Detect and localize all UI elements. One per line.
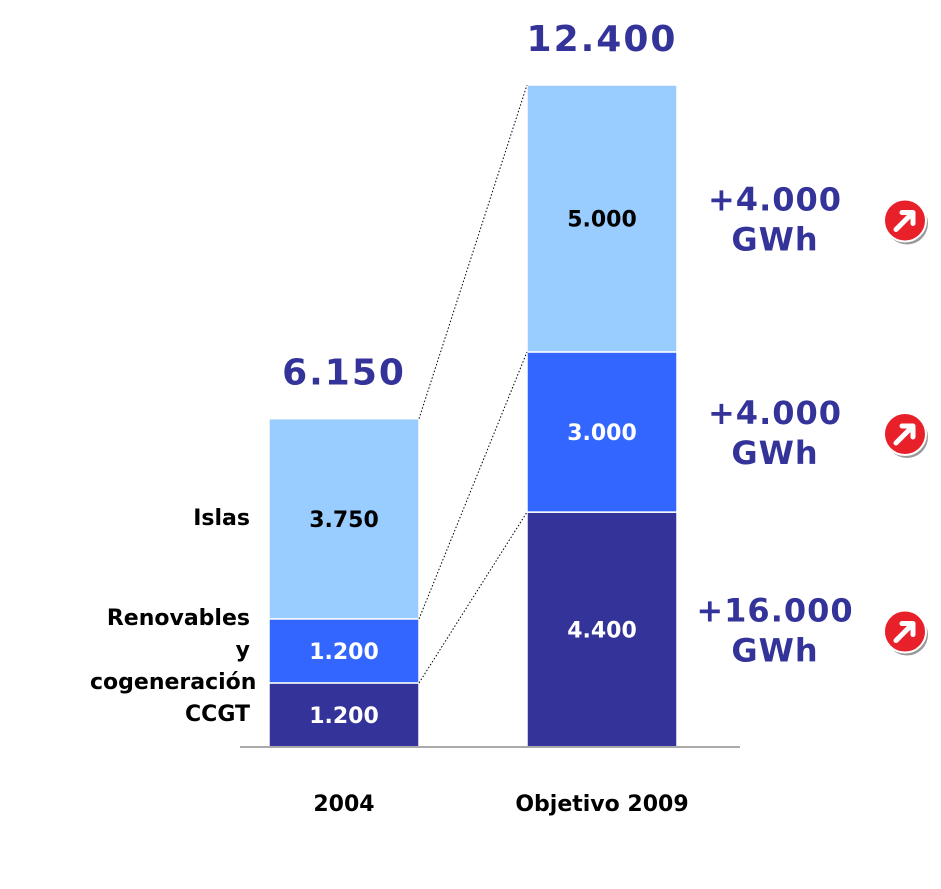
- data-label: 1.200: [309, 704, 379, 729]
- annotation: +4.000 GWh: [708, 180, 842, 258]
- x-tick-label: Objetivo 2009: [515, 792, 688, 817]
- annotation-line: +4.000: [708, 394, 842, 432]
- icon-arrow: [893, 621, 916, 644]
- data-label: 3.750: [309, 508, 379, 533]
- annotation-line: +16.000: [696, 592, 853, 630]
- data-label: 1.200: [309, 640, 379, 665]
- data-label: 4.400: [567, 619, 637, 644]
- icon-arrow: [893, 209, 916, 232]
- connector: [418, 84, 528, 419]
- annotation-line: GWh: [731, 220, 818, 258]
- connector: [418, 511, 528, 684]
- increase-icon: [883, 609, 928, 656]
- bar-segment: [268, 618, 420, 684]
- annotation-line: GWh: [731, 632, 818, 670]
- connector: [418, 351, 528, 620]
- bar-segment: [526, 351, 678, 513]
- increase-icon: [883, 198, 928, 245]
- data-label: 3.000: [567, 421, 637, 446]
- annotation: +16.000 GWh: [696, 592, 853, 670]
- annotation: +4.000 GWh: [708, 394, 842, 472]
- bar-segment: [268, 682, 420, 748]
- legend-label: CCGT: [185, 701, 250, 727]
- annotation-line: GWh: [731, 434, 818, 472]
- bar-segment: [526, 511, 678, 748]
- legend-label: Islas: [193, 505, 250, 531]
- total-label: 12.400: [527, 19, 678, 60]
- annotation-line: +4.000: [708, 180, 842, 218]
- icon-arrow: [893, 423, 916, 446]
- increase-icon: [883, 412, 928, 459]
- data-label: 5.000: [567, 207, 637, 232]
- legend-label: Renovables y cogeneración: [90, 605, 257, 695]
- total-label: 6.150: [282, 353, 406, 394]
- bar-segment: [526, 84, 678, 353]
- bar-segment: [268, 417, 420, 620]
- x-tick-label: 2004: [313, 792, 374, 817]
